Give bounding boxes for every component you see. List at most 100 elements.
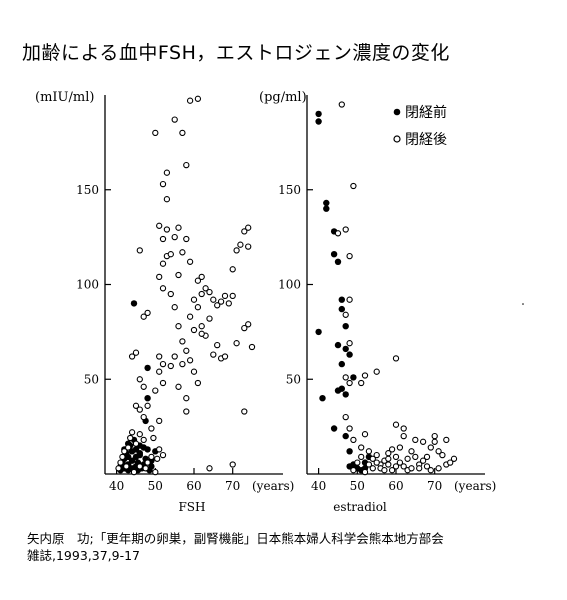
left-postmenopause-point [198,330,205,337]
left-postmenopause-point [152,468,159,476]
right-postmenopause-point [358,379,365,387]
left-points [115,95,256,476]
right-x-tick-label-60: 60 [388,479,403,493]
right-premenopause-point [338,360,345,368]
right-postmenopause-point [419,457,427,464]
left-premenopause-point [136,450,143,457]
right-postmenopause-point [392,453,400,461]
left-postmenopause-point [167,362,174,370]
right-postmenopause-point [392,421,400,428]
left-postmenopause-point [159,260,167,267]
right-premenopause-point [342,323,349,330]
right-ticks: 50 100 150 40 50 60 70 [278,183,442,493]
right-postmenopause-point [392,355,400,362]
left-postmenopause-point [198,323,205,330]
right-premenopause-point [315,328,322,336]
left-postmenopause-point [221,292,229,300]
left-postmenopause-point [163,169,171,176]
right-postmenopause-point [392,463,400,470]
left-postmenopause-point [144,402,151,409]
right-premenopause-point [350,374,357,381]
left-postmenopause-point [186,313,194,320]
right-postmenopause-point [388,446,396,453]
right-postmenopause-point [361,468,369,476]
citation-line-2: 雑誌,1993,37,9-17 [27,548,141,563]
right-x-unit: (years) [454,479,496,493]
left-postmenopause-point [154,455,161,462]
right-postmenopause-point [400,463,407,470]
right-postmenopause-point [450,455,458,462]
right-postmenopause-point [431,432,438,440]
right-postmenopause-point [404,455,411,462]
legend-label-postmenopause: 閉経後 [405,132,447,148]
left-postmenopause-point [144,309,151,317]
right-premenopause-point [342,432,349,440]
right-postmenopause-point [408,465,415,472]
right-postmenopause-point [443,436,450,444]
left-postmenopause-point [163,196,171,203]
figure-canvas: (mIU/ml) (years) FSH 50 100 150 40 50 60 70 (p… [35,90,524,514]
left-postmenopause-point [241,408,248,415]
left-postmenopause-point [194,379,202,387]
right-premenopause-point [323,199,330,207]
left-postmenopause-point [194,95,202,102]
right-postmenopause-point [412,436,419,444]
left-postmenopause-point [159,451,167,459]
left-postmenopause-point [140,413,147,421]
left-postmenopause-point [140,383,147,390]
left-postmenopause-point [229,266,236,273]
left-postmenopause-point [229,461,236,468]
left-postmenopause-point [190,296,198,303]
right-postmenopause-point [423,453,431,461]
left-panel: (mIU/ml) (years) FSH 50 100 150 40 50 60 70 [35,90,294,514]
left-premenopause-point [144,364,151,372]
left-postmenopause-point [171,233,178,241]
left-x-tick-label-40: 40 [109,479,124,493]
right-postmenopause-point [342,311,349,318]
right-premenopause-point [346,448,353,455]
right-postmenopause-point [385,461,392,468]
right-panel: (pg/ml) (years) estradiol 50 100 150 40 50 60… [259,90,496,514]
left-postmenopause-point [175,271,182,279]
left-postmenopause-point [156,446,163,453]
left-x-unit: (years) [252,479,294,493]
left-postmenopause-point [144,459,151,466]
right-postmenopause-point [346,379,353,387]
right-postmenopause-point [396,459,404,466]
right-premenopause-point [334,258,342,265]
left-postmenopause-point [210,351,217,358]
right-postmenopause-point [400,425,407,432]
left-postmenopause-point [186,97,194,104]
left-postmenopause-point [132,402,140,409]
left-postmenopause-point [171,353,178,360]
right-postmenopause-point [346,252,353,260]
left-postmenopause-point [156,353,163,360]
right-postmenopause-point [350,467,357,474]
left-postmenopause-point [179,249,186,256]
left-postmenopause-point [175,383,182,390]
right-points [315,101,458,476]
citation: 矢内原 功;「更年期の卵巣，副腎機能」日本熊本婦人科学会熊本地方部会 雑誌,19… [27,530,444,564]
legend: 閉経前 閉経後 [393,104,447,148]
left-postmenopause-point [152,129,159,137]
citation-line-1: 矢内原 功;「更年期の卵巣，副腎機能」日本熊本婦人科学会熊本地方部会 [27,531,444,546]
right-postmenopause-point [416,465,423,472]
left-postmenopause-point [225,300,232,307]
left-postmenopause-point [221,353,229,360]
right-postmenopause-point [334,230,342,237]
left-postmenopause-point [190,326,198,334]
right-premenopause-point [342,345,349,353]
right-postmenopause-point [439,451,446,459]
left-postmenopause-point [136,247,143,254]
right-x-tick-label-50: 50 [350,479,365,493]
left-postmenopause-point [156,368,163,375]
right-postmenopause-point [373,451,380,459]
stray-dot [522,303,524,305]
left-postmenopause-point [142,465,149,472]
left-x-tick-label-50: 50 [148,479,163,493]
left-postmenopause-point [194,304,202,311]
left-postmenopause-point [150,434,157,442]
left-postmenopause-point [183,347,190,354]
left-postmenopause-point [229,292,236,300]
left-postmenopause-point [183,408,190,415]
